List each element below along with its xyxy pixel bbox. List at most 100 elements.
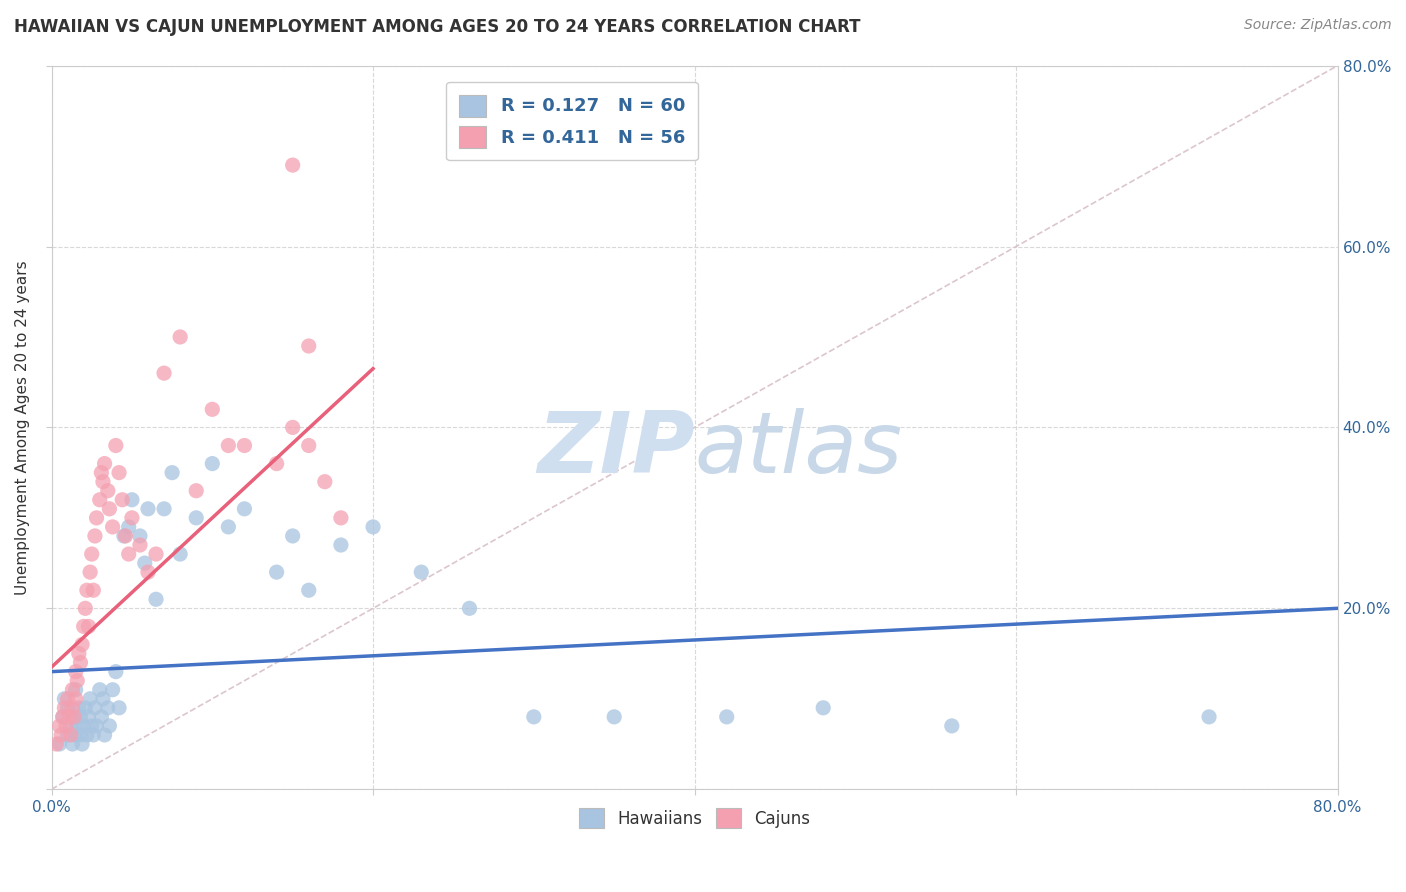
Point — [523, 710, 546, 724]
Point — [108, 701, 131, 715]
Point — [153, 501, 176, 516]
Point — [53, 691, 76, 706]
Point — [70, 638, 93, 652]
Point — [93, 728, 115, 742]
Point — [76, 728, 98, 742]
Point — [160, 466, 183, 480]
Point — [56, 701, 79, 715]
Point — [118, 547, 141, 561]
Text: Source: ZipAtlas.com: Source: ZipAtlas.com — [1244, 18, 1392, 32]
Point — [51, 728, 73, 742]
Point — [75, 701, 97, 715]
Point — [77, 710, 100, 724]
Point — [67, 701, 90, 715]
Point — [98, 719, 121, 733]
Point — [63, 710, 86, 724]
Point — [65, 728, 87, 742]
Point — [59, 719, 82, 733]
Point — [186, 483, 208, 498]
Point — [811, 701, 834, 715]
Point — [101, 520, 124, 534]
Point — [62, 701, 84, 715]
Point — [89, 682, 111, 697]
Point — [73, 719, 96, 733]
Point — [48, 737, 70, 751]
Point — [217, 520, 239, 534]
Point — [79, 691, 101, 706]
Point — [86, 719, 108, 733]
Point — [298, 339, 321, 353]
Point — [69, 710, 91, 724]
Point — [56, 691, 79, 706]
Point — [53, 701, 76, 715]
Point — [98, 501, 121, 516]
Point — [52, 710, 75, 724]
Point — [603, 710, 626, 724]
Point — [90, 710, 112, 724]
Point — [75, 601, 97, 615]
Point — [73, 619, 96, 633]
Point — [129, 538, 152, 552]
Point — [101, 682, 124, 697]
Point — [266, 565, 288, 579]
Point — [45, 737, 67, 751]
Point — [63, 710, 86, 724]
Point — [66, 673, 89, 688]
Legend: Hawaiians, Cajuns: Hawaiians, Cajuns — [572, 802, 817, 835]
Point — [201, 457, 224, 471]
Point — [233, 501, 256, 516]
Point — [186, 511, 208, 525]
Point — [329, 538, 352, 552]
Point — [79, 565, 101, 579]
Point — [136, 501, 159, 516]
Point — [62, 682, 84, 697]
Point — [169, 330, 191, 344]
Point — [82, 728, 104, 742]
Point — [266, 457, 288, 471]
Point — [108, 466, 131, 480]
Point — [112, 529, 135, 543]
Point — [48, 719, 70, 733]
Point — [1198, 710, 1220, 724]
Point — [80, 719, 103, 733]
Point — [941, 719, 963, 733]
Point — [56, 728, 79, 742]
Point — [134, 556, 156, 570]
Point — [66, 719, 89, 733]
Point — [84, 529, 107, 543]
Point — [65, 682, 87, 697]
Point — [97, 701, 120, 715]
Text: HAWAIIAN VS CAJUN UNEMPLOYMENT AMONG AGES 20 TO 24 YEARS CORRELATION CHART: HAWAIIAN VS CAJUN UNEMPLOYMENT AMONG AGE… — [14, 18, 860, 36]
Point — [314, 475, 336, 489]
Point — [201, 402, 224, 417]
Point — [62, 737, 84, 751]
Y-axis label: Unemployment Among Ages 20 to 24 years: Unemployment Among Ages 20 to 24 years — [15, 260, 30, 595]
Point — [114, 529, 136, 543]
Point — [716, 710, 738, 724]
Point — [65, 665, 87, 679]
Point — [91, 475, 114, 489]
Point — [121, 492, 143, 507]
Point — [76, 583, 98, 598]
Point — [86, 511, 108, 525]
Point — [111, 492, 134, 507]
Point — [93, 457, 115, 471]
Point — [59, 728, 82, 742]
Point — [104, 438, 127, 452]
Point — [82, 583, 104, 598]
Point — [69, 728, 91, 742]
Point — [77, 619, 100, 633]
Point — [118, 520, 141, 534]
Point — [89, 492, 111, 507]
Point — [58, 710, 80, 724]
Text: atlas: atlas — [695, 408, 903, 491]
Point — [90, 466, 112, 480]
Point — [281, 420, 304, 434]
Point — [411, 565, 433, 579]
Point — [145, 592, 167, 607]
Point — [91, 691, 114, 706]
Point — [67, 647, 90, 661]
Text: ZIP: ZIP — [537, 408, 695, 491]
Point — [281, 529, 304, 543]
Point — [281, 158, 304, 172]
